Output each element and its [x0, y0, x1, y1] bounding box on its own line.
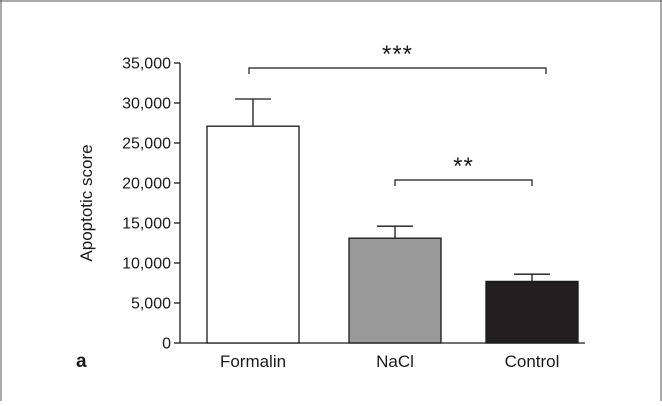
bar-formalin — [206, 125, 300, 344]
significance-bracket — [248, 67, 547, 74]
y-tick-label: 5,000 — [131, 296, 171, 313]
significance-bracket — [394, 179, 533, 186]
category-label-control: Control — [505, 352, 560, 371]
significance-label: *** — [382, 41, 413, 68]
y-tick-label: 10,000 — [122, 256, 171, 273]
category-label-formalin: Formalin — [220, 352, 286, 371]
bar-control — [485, 280, 579, 344]
category-label-nacl: NaCl — [376, 352, 414, 371]
y-tick-label: 25,000 — [122, 136, 171, 153]
significance-label: ** — [453, 153, 474, 180]
y-axis-label: Apoptotic score — [77, 144, 96, 261]
y-tick-label: 0 — [162, 336, 171, 353]
y-tick-label: 30,000 — [122, 96, 171, 113]
y-tick-label: 20,000 — [122, 176, 171, 193]
plot-area: 0 5,000 10,000 15,000 20,000 25,000 30,000 35,0… — [122, 41, 585, 371]
y-tick-label: 35,000 — [122, 56, 171, 73]
bar-nacl — [348, 237, 442, 344]
panel-label: a — [76, 351, 87, 372]
y-tick-label: 15,000 — [122, 216, 171, 233]
